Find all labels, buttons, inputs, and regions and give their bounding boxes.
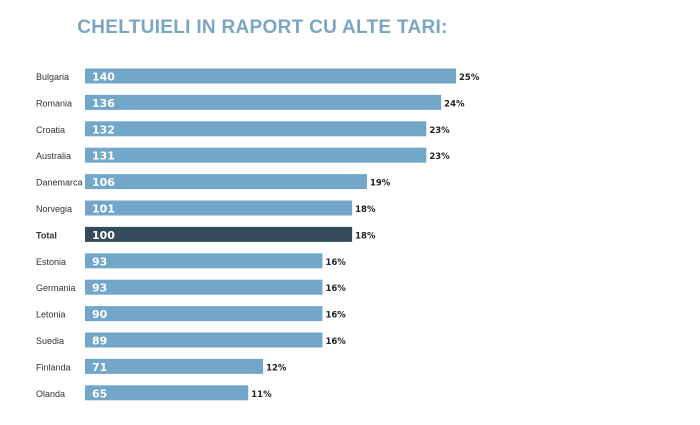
percent-label: 24% (444, 99, 465, 109)
category-label: Letonia (36, 310, 66, 320)
category-label: Danemarca (36, 178, 83, 188)
value-label: 90 (92, 308, 108, 321)
category-label: Finlanda (36, 362, 71, 372)
category-label: Australia (36, 151, 71, 161)
category-label: Suedia (36, 336, 64, 346)
bar (85, 226, 353, 242)
percent-label: 23% (429, 126, 450, 136)
category-label: Norvegia (36, 204, 72, 214)
category-label: Estonia (36, 257, 66, 267)
percent-label: 16% (325, 311, 346, 321)
bar (85, 68, 456, 84)
value-label: 140 (92, 71, 115, 84)
bar (85, 200, 353, 216)
percent-label: 16% (325, 337, 346, 347)
bar (85, 94, 442, 110)
bar (85, 332, 323, 348)
category-label: Croatia (36, 125, 65, 135)
percent-label: 11% (251, 390, 272, 400)
category-label: Total (36, 230, 57, 240)
value-label: 132 (92, 123, 115, 136)
bar (85, 306, 323, 322)
bar (85, 358, 264, 374)
percent-label: 23% (429, 152, 450, 162)
value-label: 89 (92, 335, 107, 348)
bar (85, 121, 427, 137)
value-label: 71 (92, 361, 107, 374)
bar (85, 253, 323, 269)
percent-label: 25% (459, 73, 480, 83)
bar (85, 385, 249, 401)
percent-label: 16% (325, 284, 346, 294)
value-label: 101 (92, 203, 115, 216)
value-label: 93 (92, 255, 107, 268)
value-label: 93 (92, 282, 107, 295)
percent-label: 18% (355, 205, 376, 215)
bar (85, 279, 323, 295)
percent-label: 12% (266, 363, 287, 373)
percent-label: 18% (355, 231, 376, 241)
percent-label: 19% (370, 179, 391, 189)
value-label: 131 (92, 150, 115, 163)
bar (85, 174, 367, 190)
category-label: Romania (36, 98, 72, 108)
category-label: Bulgaria (36, 72, 69, 82)
value-label: 100 (92, 229, 115, 242)
category-label: Olanda (36, 389, 65, 399)
bar (85, 147, 427, 163)
value-label: 106 (92, 176, 115, 189)
chart-title: CHELTUIELI IN RAPORT CU ALTE TARI: (77, 17, 448, 38)
value-label: 136 (92, 97, 115, 110)
percent-label: 16% (325, 258, 346, 268)
value-label: 65 (92, 387, 107, 400)
category-label: Germania (36, 283, 76, 293)
